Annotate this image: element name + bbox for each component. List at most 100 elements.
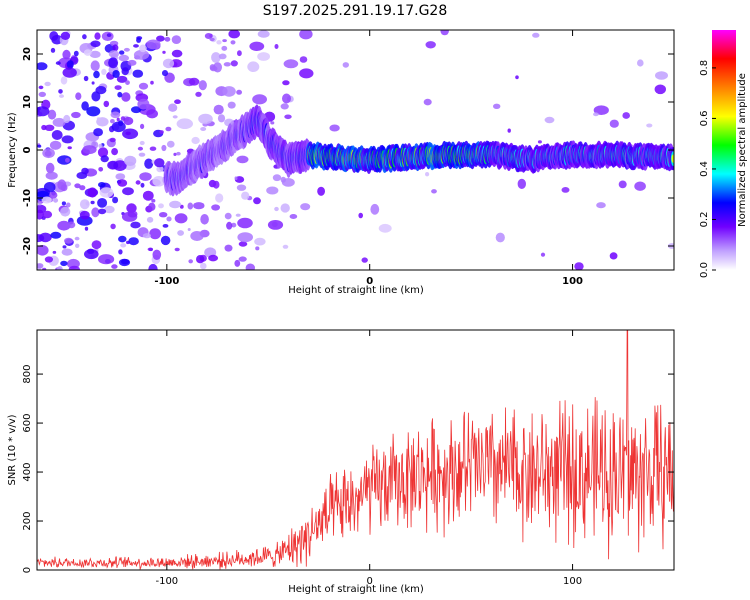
- heatmap-cell: [139, 140, 145, 146]
- heatmap-cell: [110, 111, 121, 119]
- heatmap-cell: [98, 167, 104, 172]
- heatmap-cell: [236, 184, 247, 191]
- heatmap-cell: [58, 89, 63, 94]
- heatmap-cell: [139, 44, 147, 53]
- heatmap-cell: [540, 252, 546, 257]
- heatmap-cell: [42, 210, 53, 219]
- heatmap-cell: [217, 114, 226, 123]
- heatmap-cell: [177, 230, 185, 236]
- heatmap-cell: [128, 237, 139, 246]
- heatmap-cell: [274, 206, 279, 212]
- heatmap-cell: [212, 180, 220, 189]
- heatmap-cell: [162, 50, 166, 54]
- heatmap-cell: [116, 117, 120, 122]
- heatmap-cell: [140, 123, 145, 129]
- heatmap-cell: [236, 89, 243, 95]
- heatmap-cell: [108, 57, 119, 69]
- heatmap-cell: [561, 187, 570, 193]
- heatmap-cell: [91, 240, 102, 250]
- snr-x-axis-label: Height of straight line (km): [288, 584, 424, 595]
- heatmap-x-tick-label: -100: [154, 276, 179, 287]
- heatmap-cell: [224, 212, 232, 220]
- heatmap-x-axis-label: Height of straight line (km): [288, 285, 424, 296]
- heatmap-cell: [43, 182, 56, 193]
- heatmap-cell: [358, 212, 364, 219]
- heatmap-cell: [121, 259, 130, 265]
- heatmap-cell: [49, 191, 58, 199]
- heatmap-cell: [266, 186, 279, 195]
- heatmap-cell: [223, 62, 231, 67]
- heatmap-cell: [83, 75, 89, 82]
- heatmap-cell: [137, 146, 143, 151]
- colorbar-tick-label: 0.6: [699, 110, 710, 126]
- heatmap-cell: [108, 50, 120, 58]
- heatmap-cell: [596, 202, 606, 209]
- heatmap-cell: [280, 203, 290, 213]
- heatmap-cell: [98, 208, 107, 215]
- heatmap-cell: [174, 213, 188, 224]
- heatmap-cell: [79, 185, 86, 191]
- heatmap-cell: [537, 140, 542, 144]
- heatmap-cell: [100, 155, 109, 163]
- heatmap-cell: [284, 114, 292, 120]
- heatmap-cell: [654, 84, 666, 95]
- heatmap-cell: [166, 216, 172, 222]
- heatmap-cell: [160, 235, 171, 246]
- heatmap-cell: [216, 40, 222, 45]
- snr-x-ticks: -100 0 100: [155, 330, 582, 587]
- heatmap-cell: [162, 224, 169, 228]
- heatmap-cell: [238, 256, 247, 262]
- heatmap-cell: [655, 71, 668, 80]
- heatmap-cell: [82, 145, 97, 155]
- heatmap-cell: [176, 151, 181, 156]
- heatmap-cell: [574, 262, 584, 270]
- heatmap-cell: [37, 62, 48, 71]
- heatmap-cell: [120, 243, 127, 248]
- colorbar: 0.0 0.2 0.4 0.6 0.8 Normalized spectral ampl…: [699, 30, 748, 278]
- heatmap-cell: [79, 210, 90, 220]
- heatmap-cell: [66, 202, 71, 208]
- heatmap-cell: [208, 254, 219, 262]
- heatmap-cell: [37, 144, 42, 148]
- heatmap-cell: [200, 127, 207, 131]
- heatmap-cell: [222, 86, 236, 97]
- heatmap-cell: [74, 183, 81, 189]
- heatmap-cell: [637, 59, 644, 67]
- heatmap-cell: [218, 53, 227, 60]
- heatmap-cell: [179, 204, 184, 209]
- heatmap-cell: [41, 124, 47, 131]
- heatmap-cell: [144, 158, 154, 169]
- heatmap-cell: [74, 236, 80, 241]
- heatmap-cell: [187, 152, 191, 156]
- snr-frame: [36, 329, 675, 571]
- heatmap-cell: [152, 249, 162, 260]
- heatmap-cell: [65, 157, 70, 163]
- heatmap-cell: [222, 39, 227, 43]
- heatmap-cell: [118, 235, 127, 243]
- heatmap-cell: [495, 232, 505, 243]
- heatmap-cell: [299, 30, 313, 40]
- heatmap-cell: [140, 182, 145, 188]
- heatmap-cell: [154, 158, 165, 168]
- heatmap-cell: [253, 197, 261, 205]
- heatmap-cell: [111, 148, 118, 156]
- heatmap-cell: [171, 49, 183, 58]
- heatmap-cell: [593, 112, 599, 117]
- heatmap-cell: [90, 200, 95, 205]
- heatmap-cell: [60, 76, 68, 85]
- heatmap-cell: [168, 103, 178, 112]
- heatmap-cell: [76, 215, 93, 226]
- heatmap-y-tick-label: 20: [22, 47, 33, 61]
- heatmap-cell: [42, 267, 47, 270]
- heatmap-cell: [114, 85, 122, 90]
- heatmap-cell: [49, 31, 59, 41]
- heatmap-cell: [148, 202, 156, 211]
- heatmap-cell: [117, 91, 123, 98]
- heatmap-cell: [52, 250, 57, 254]
- colorbar-tick-label: 0.8: [699, 60, 710, 76]
- heatmap-cell: [91, 91, 101, 102]
- heatmap-cell: [237, 232, 253, 243]
- heatmap-cell: [191, 136, 200, 145]
- heatmap-cell: [50, 231, 62, 239]
